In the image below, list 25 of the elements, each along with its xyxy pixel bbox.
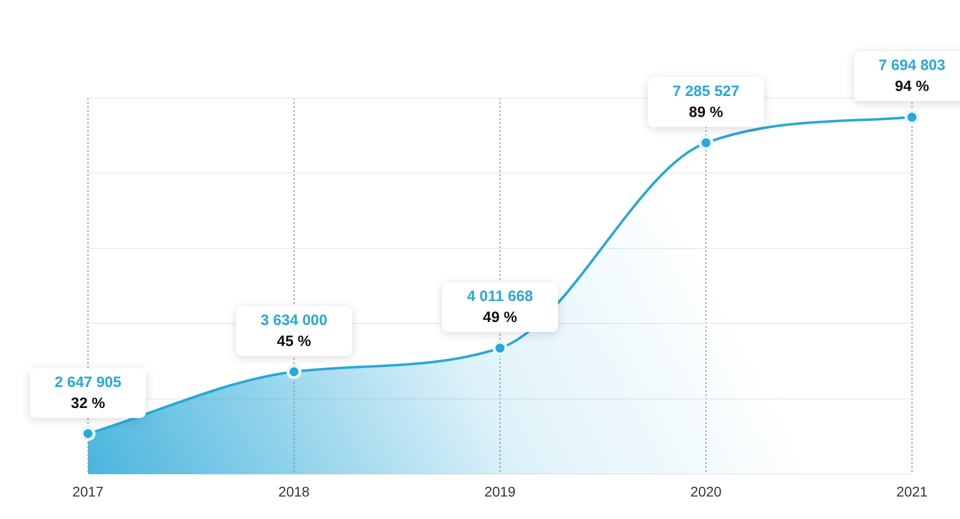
point xyxy=(698,135,714,150)
x-tick-label: 2021 xyxy=(896,483,928,500)
annotation: 49 % xyxy=(482,308,518,328)
data-label: 4 011 668 xyxy=(466,287,534,308)
data-label: 7 694 803 xyxy=(878,56,946,76)
x-tick-label: 2018 xyxy=(278,483,310,500)
x-tick-label: 2017 xyxy=(72,483,104,500)
callout-card: 2 647 905 32 % xyxy=(30,368,146,418)
annotation: 89 % xyxy=(688,102,724,123)
callout-card: 3 634 000 45 % xyxy=(236,306,352,356)
callout-card: 7 285 527 89 % xyxy=(648,76,764,127)
callout-card: 4 011 668 49 % xyxy=(442,282,558,332)
point xyxy=(904,110,920,125)
annotation: 94 % xyxy=(894,77,930,98)
point xyxy=(492,340,508,356)
data-label: 7 285 527 xyxy=(672,82,740,102)
point xyxy=(80,426,96,442)
data-label: 2 647 905 xyxy=(54,372,122,393)
x-tick-label: 2019 xyxy=(484,483,516,500)
callout-card: 7 694 803 94 % xyxy=(854,51,960,102)
annotation: 45 % xyxy=(276,332,312,352)
data-label: 3 634 000 xyxy=(260,310,328,331)
point xyxy=(286,364,302,380)
annotation: 32 % xyxy=(70,394,106,414)
x-tick-label: 2020 xyxy=(690,483,722,500)
